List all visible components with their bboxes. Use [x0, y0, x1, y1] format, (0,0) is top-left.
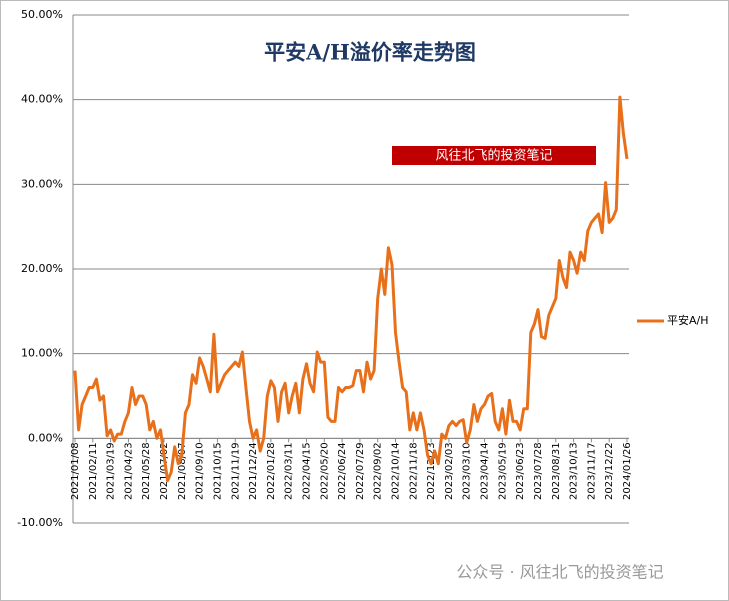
x-tick-label: 2023/03/10: [462, 442, 473, 500]
chart-title: 平安A/H溢价率走势图: [264, 40, 476, 65]
y-tick-label: -10.00%: [17, 516, 63, 529]
x-tick-label: 2023/10/13: [569, 442, 580, 500]
x-tick-label: 2023/12/22: [604, 442, 615, 500]
x-tick-label: 2021/08/07: [177, 442, 188, 500]
x-tick-label: 2023/06/23: [515, 442, 526, 500]
x-tick-label: 2022/07/29: [355, 442, 366, 500]
x-tick-label: 2023/02/03: [444, 442, 455, 500]
x-tick-label: 2022/11/18: [408, 442, 419, 500]
x-tick-label: 2022/12/23: [426, 442, 437, 500]
x-tick-label: 2022/09/02: [373, 442, 384, 500]
x-tick-label: 2024/01/26: [622, 442, 633, 500]
watermark: 公众号 · 风往北飞的投资笔记: [456, 563, 663, 582]
y-tick-label: 0.00%: [28, 431, 63, 444]
x-tick-label: 2022/10/14: [391, 442, 402, 500]
x-tick-label: 2021/04/23: [123, 442, 134, 500]
x-tick-label: 2022/06/24: [337, 442, 348, 500]
x-tick-label: 2021/12/24: [248, 442, 259, 500]
annotation: 风往北飞的投资笔记: [435, 148, 552, 164]
x-tick-label: 2023/05/19: [497, 442, 508, 500]
x-tick-label: 2023/07/28: [533, 442, 544, 500]
x-tick-label: 2021/05/28: [141, 442, 152, 500]
x-tick-label: 2021/03/19: [106, 442, 117, 500]
y-tick-label: 50.00%: [21, 8, 63, 21]
x-tick-label: 2023/04/14: [480, 442, 491, 500]
x-tick-label: 2021/07/02: [159, 442, 170, 500]
x-tick-label: 2022/03/11: [284, 442, 295, 500]
x-tick-label: 2021/10/15: [212, 442, 223, 500]
x-tick-label: 2021/01/08: [70, 442, 81, 500]
y-tick-label: 30.00%: [21, 177, 63, 190]
legend-label: 平安A/H: [667, 313, 709, 327]
y-tick-label: 40.00%: [21, 93, 63, 106]
x-tick-label: 2022/01/28: [266, 442, 277, 500]
series-line: [73, 95, 629, 483]
x-tick-label: 2023/11/17: [586, 442, 597, 500]
annotation-box: [392, 146, 596, 165]
x-tick-label: 2021/09/10: [195, 442, 206, 500]
x-tick-label: 2022/04/15: [301, 442, 312, 500]
x-tick-label: 2021/11/19: [230, 442, 241, 500]
x-tick-label: 2021/02/11: [88, 442, 99, 500]
y-tick-label: 20.00%: [21, 262, 63, 275]
x-tick-label: 2023/08/31: [551, 442, 562, 500]
x-tick-label: 2022/05/20: [319, 442, 330, 500]
y-tick-label: 10.00%: [21, 347, 63, 360]
